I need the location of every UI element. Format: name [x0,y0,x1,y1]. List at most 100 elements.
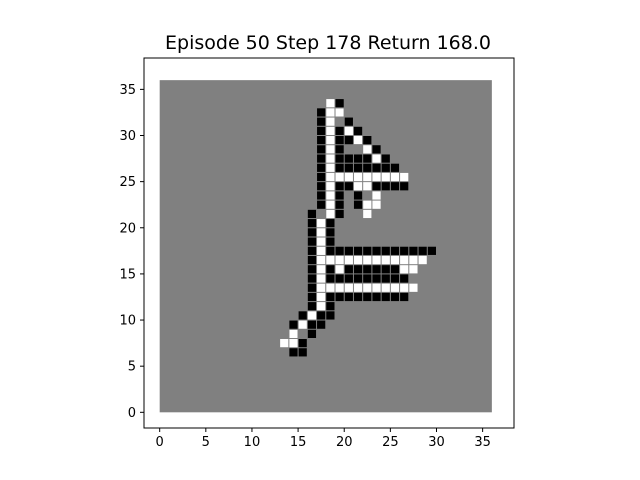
black-cell [344,292,353,302]
black-cell [335,274,344,283]
black-cell [353,246,363,255]
white-cell [317,237,326,246]
white-cell [289,338,298,348]
black-cell [335,246,344,255]
black-cell [307,219,317,228]
white-cell [317,292,326,302]
white-cell [363,209,372,219]
black-cell [307,255,317,265]
black-cell [317,311,326,320]
x-tick-label: 25 [382,435,399,450]
y-tick-label: 15 [119,267,136,282]
black-cell [335,145,344,154]
black-cell [400,292,409,302]
x-tick-label: 20 [336,435,353,450]
black-cell [326,302,335,311]
white-cell [344,283,353,292]
white-cell [344,255,353,265]
black-cell [317,182,326,191]
black-cell [381,246,390,255]
white-cell [363,283,372,292]
white-cell [326,145,335,154]
black-cell [363,154,372,163]
white-cell [353,182,363,191]
black-cell [326,228,335,237]
white-cell [400,283,409,292]
black-cell [307,320,317,329]
black-cell [363,274,372,283]
white-cell [363,182,372,191]
white-cell [335,108,344,117]
white-cell [280,338,289,348]
black-cell [409,246,418,255]
black-cell [317,320,326,329]
black-cell [344,117,353,126]
white-cell [381,283,390,292]
black-cell [326,292,335,302]
black-cell [307,292,317,302]
white-cell [335,172,344,182]
y-tick-label: 20 [119,221,136,236]
black-cell [381,265,390,274]
black-cell [335,126,344,136]
white-cell [390,283,400,292]
white-cell [326,126,335,136]
black-cell [390,292,400,302]
black-cell [372,265,381,274]
black-cell [381,163,390,172]
white-cell [381,255,390,265]
white-cell [326,200,335,209]
white-cell [326,182,335,191]
black-cell [298,348,307,357]
black-cell [298,311,307,320]
black-cell [326,274,335,283]
white-cell [372,255,381,265]
white-cell [335,265,344,274]
white-cell [390,172,400,182]
black-cell [418,246,427,255]
black-cell [344,154,353,163]
black-cell [344,163,353,172]
white-cell [353,136,363,145]
white-cell [317,265,326,274]
white-cell [418,255,427,265]
white-cell [307,311,317,320]
white-cell [317,246,326,255]
white-cell [317,219,326,228]
black-cell [363,163,372,172]
y-tick-label: 5 [128,360,136,375]
white-cell [317,228,326,237]
black-cell [363,246,372,255]
black-cell [372,145,381,154]
y-tick-label: 25 [119,175,136,190]
black-cell [381,154,390,163]
black-cell [344,246,353,255]
black-cell [317,200,326,209]
white-cell [317,283,326,292]
black-cell [400,182,409,191]
black-cell [390,265,400,274]
black-cell [335,191,344,200]
black-cell [390,274,400,283]
black-cell [307,265,317,274]
x-tick-label: 35 [474,435,491,450]
white-cell [326,163,335,172]
black-cell [307,237,317,246]
black-cell [344,265,353,274]
black-cell [317,145,326,154]
white-cell [400,265,409,274]
white-cell [409,283,418,292]
black-cell [353,191,363,200]
black-cell [381,274,390,283]
black-cell [317,154,326,163]
black-cell [372,274,381,283]
black-cell [400,274,409,283]
white-cell [326,117,335,126]
white-cell [372,172,381,182]
black-cell [381,292,390,302]
white-cell [326,283,335,292]
white-cell [353,283,363,292]
white-cell [317,274,326,283]
white-cell [335,283,344,292]
